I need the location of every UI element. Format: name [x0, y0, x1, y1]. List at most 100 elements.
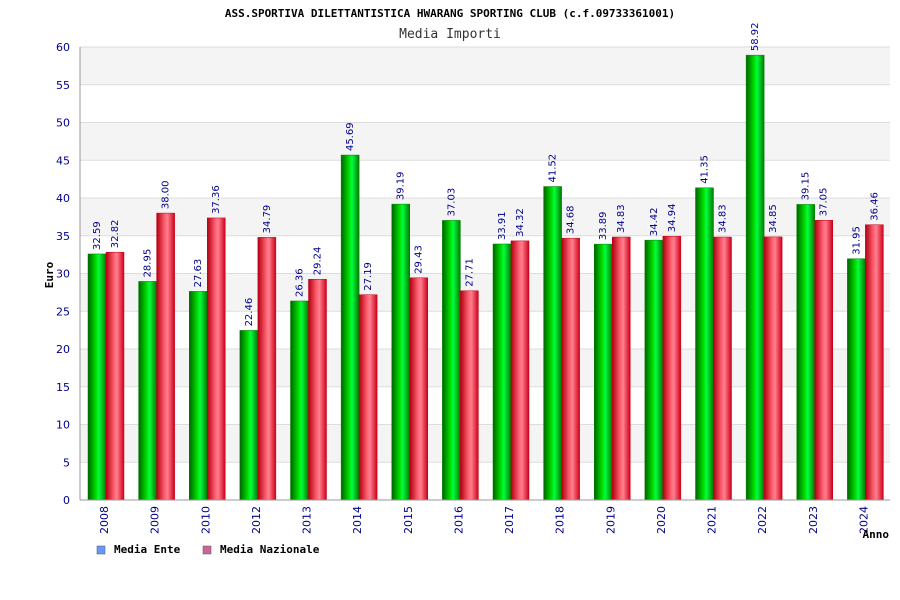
bar-media-nazionale-2023: [814, 220, 833, 501]
x-tick-label: 2017: [503, 506, 516, 534]
x-axis-ticks: 2008 2009 2010 2012 2013 2014 2015 2016 2017 2018…: [98, 506, 870, 534]
legend-label-media-ente: Media Ente: [114, 543, 181, 556]
value-label: 38.00: [161, 180, 172, 209]
bar-media-ente-2024: [847, 258, 866, 501]
bar-media-nazionale-2014: [358, 294, 378, 501]
value-label: 27.63: [193, 259, 204, 288]
y-tick-label: 30: [56, 268, 70, 281]
x-tick-label: 2018: [554, 506, 567, 534]
x-tick-label: 2014: [351, 506, 364, 534]
bar-media-ente-2022: [745, 54, 765, 501]
value-label: 33.91: [497, 211, 508, 240]
bar-media-nazionale-2020: [662, 235, 682, 501]
value-label: 26.36: [295, 268, 306, 297]
y-tick-label: 20: [56, 343, 70, 356]
y-tick-label: 5: [63, 456, 70, 469]
bar-media-nazionale-2016: [460, 290, 479, 501]
y-axis-label: Euro: [43, 261, 56, 288]
value-label: 32.82: [110, 220, 121, 249]
x-tick-label: 2015: [402, 506, 415, 534]
value-label: 45.69: [345, 122, 356, 151]
value-label: 37.36: [211, 185, 222, 214]
bar-media-nazionale-2024: [865, 224, 884, 501]
value-label: 37.05: [819, 188, 830, 217]
value-label: 34.42: [649, 207, 660, 236]
value-label: 41.52: [548, 154, 559, 183]
bar-media-nazionale-2013: [308, 278, 327, 501]
bar-media-nazionale-2017: [510, 240, 530, 501]
bar-media-ente-2016: [442, 220, 461, 501]
y-tick-label: 0: [63, 494, 70, 507]
bar-media-nazionale-2021: [713, 236, 732, 501]
value-label: 58.92: [750, 23, 761, 52]
bar-media-ente-2009: [138, 281, 157, 501]
value-label: 39.15: [801, 172, 812, 201]
bar-media-nazionale-2008: [105, 251, 125, 501]
bars: [87, 54, 884, 501]
bar-media-ente-2018: [543, 186, 562, 501]
bar-media-nazionale-2018: [561, 237, 580, 501]
bar-media-nazionale-2022: [763, 236, 783, 501]
value-label: 37.03: [446, 188, 457, 217]
x-tick-label: 2016: [452, 506, 465, 534]
x-tick-label: 2022: [756, 506, 769, 534]
bar-media-nazionale-2019: [612, 236, 631, 501]
bar-media-ente-2008: [87, 253, 107, 501]
x-axis-label: Anno: [863, 528, 890, 541]
value-label: 39.19: [396, 171, 407, 200]
bar-media-nazionale-2012: [257, 237, 277, 501]
bar-media-ente-2015: [391, 203, 410, 501]
bar-media-nazionale-2009: [156, 212, 175, 501]
legend-label-media-nazionale: Media Nazionale: [220, 543, 320, 556]
x-tick-label: 2013: [301, 506, 314, 534]
bar-media-ente-2021: [695, 187, 714, 501]
bar-media-ente-2023: [796, 204, 815, 501]
value-label: 28.95: [143, 249, 154, 278]
plot-band: [80, 160, 890, 198]
value-label: 29.24: [313, 247, 324, 276]
bar-media-ente-2010: [189, 291, 208, 501]
legend-swatch-media-ente: [96, 545, 106, 555]
x-tick-label: 2010: [199, 506, 212, 534]
chart-title: ASS.SPORTIVA DILETTANTISTICA HWARANG SPO…: [225, 7, 675, 20]
x-tick-label: 2020: [655, 506, 668, 534]
plot-band: [80, 47, 890, 85]
value-label: 27.19: [363, 262, 374, 291]
value-label: 34.68: [566, 206, 577, 235]
y-tick-label: 60: [56, 41, 70, 54]
x-tick-label: 2009: [149, 506, 162, 534]
x-tick-label: 2019: [604, 506, 617, 534]
value-label: 34.83: [718, 204, 729, 233]
value-labels: 32.59 32.82 28.95 38.00 27.63 37.36 22.46 34.79…: [92, 23, 880, 327]
y-tick-label: 50: [56, 117, 70, 130]
bar-media-nazionale-2015: [409, 277, 428, 501]
bar-media-ente-2012: [239, 330, 259, 501]
x-tick-label: 2021: [706, 506, 719, 534]
value-label: 41.35: [700, 155, 711, 184]
plot-band: [80, 122, 890, 161]
value-label: 34.85: [768, 204, 779, 233]
y-tick-label: 55: [56, 79, 70, 92]
value-label: 34.32: [515, 208, 526, 237]
value-label: 33.89: [598, 211, 609, 240]
legend-swatch-media-nazionale: [202, 545, 212, 555]
value-label: 29.43: [414, 245, 425, 274]
y-tick-label: 40: [56, 192, 70, 205]
y-tick-label: 45: [56, 154, 70, 167]
y-tick-label: 25: [56, 305, 70, 318]
value-label: 34.83: [616, 204, 627, 233]
bar-media-ente-2014: [340, 154, 360, 501]
legend: Media Ente Media Nazionale: [96, 543, 320, 556]
bar-media-ente-2020: [644, 239, 664, 501]
value-label: 22.46: [244, 298, 255, 327]
value-label: 34.79: [262, 205, 273, 234]
x-tick-label: 2024: [857, 506, 870, 534]
bar-media-ente-2019: [594, 243, 613, 501]
bar-media-nazionale-2010: [207, 217, 226, 501]
y-tick-label: 15: [56, 381, 70, 394]
value-label: 34.94: [667, 204, 678, 233]
x-tick-label: 2012: [250, 506, 263, 534]
bar-media-ente-2013: [290, 300, 309, 501]
y-tick-label: 10: [56, 419, 70, 432]
